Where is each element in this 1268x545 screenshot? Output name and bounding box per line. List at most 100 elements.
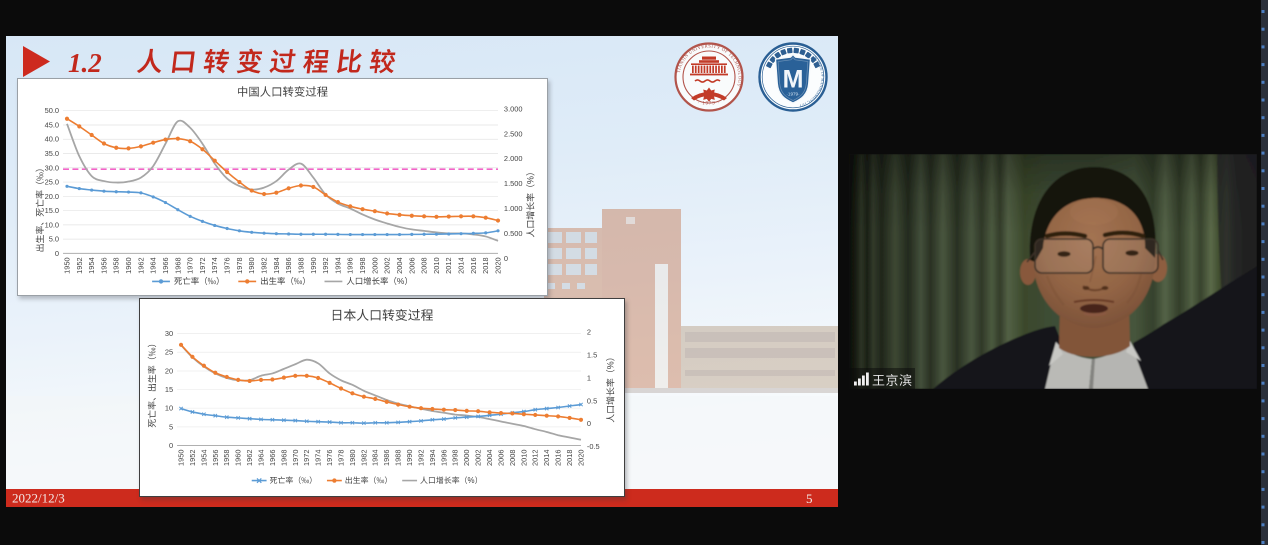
- svg-text:1982: 1982: [260, 257, 269, 274]
- svg-text:1974: 1974: [314, 449, 323, 465]
- svg-text:1978: 1978: [336, 449, 345, 465]
- svg-text:2014: 2014: [542, 449, 551, 465]
- svg-text:1976: 1976: [325, 449, 334, 465]
- svg-text:1964: 1964: [149, 257, 158, 274]
- svg-text:1968: 1968: [173, 257, 182, 274]
- svg-text:1966: 1966: [268, 449, 277, 465]
- svg-text:20: 20: [165, 366, 173, 375]
- svg-text:2.500: 2.500: [504, 129, 523, 138]
- svg-text:1980: 1980: [348, 449, 357, 465]
- svg-text:1958: 1958: [222, 449, 231, 465]
- svg-text:1950: 1950: [177, 449, 186, 465]
- svg-text:2000: 2000: [370, 257, 379, 274]
- svg-text:1976: 1976: [223, 257, 232, 274]
- svg-text:1984: 1984: [371, 449, 380, 465]
- svg-text:2014: 2014: [457, 257, 466, 274]
- svg-text:30: 30: [165, 329, 173, 338]
- svg-text:1950: 1950: [62, 257, 71, 274]
- svg-text:5: 5: [806, 491, 813, 506]
- svg-text:1958: 1958: [112, 257, 121, 274]
- svg-text:%: %: [606, 361, 616, 369]
- svg-text:2008: 2008: [508, 449, 517, 465]
- svg-text:%: %: [397, 276, 405, 286]
- svg-text:%: %: [468, 476, 475, 485]
- svg-text:1: 1: [587, 373, 591, 382]
- svg-text:0.500: 0.500: [504, 229, 523, 238]
- svg-text:1954: 1954: [87, 257, 96, 274]
- svg-text:%: %: [526, 176, 536, 184]
- svg-text:45.0: 45.0: [45, 120, 59, 129]
- svg-text:2004: 2004: [485, 449, 494, 465]
- svg-text:0.5: 0.5: [587, 396, 597, 405]
- svg-text:1970: 1970: [291, 449, 300, 465]
- svg-text:· 1979 ·: · 1979 ·: [697, 102, 720, 107]
- svg-text:1988: 1988: [296, 257, 305, 274]
- svg-text:·1979·: ·1979·: [786, 92, 799, 97]
- svg-text:25.0: 25.0: [45, 178, 59, 187]
- svg-text:0: 0: [504, 254, 508, 263]
- svg-text:2016: 2016: [554, 449, 563, 465]
- svg-text:1992: 1992: [416, 449, 425, 465]
- svg-text:1974: 1974: [210, 257, 219, 274]
- svg-text:2012: 2012: [531, 449, 540, 465]
- svg-text:1.2: 1.2: [68, 48, 102, 78]
- svg-text:1984: 1984: [272, 257, 281, 274]
- svg-text:25: 25: [165, 348, 173, 357]
- svg-text:1990: 1990: [309, 257, 318, 274]
- svg-text:10: 10: [165, 404, 173, 413]
- svg-text:0: 0: [169, 441, 173, 450]
- svg-text:1964: 1964: [257, 449, 266, 465]
- svg-text:1970: 1970: [186, 257, 195, 274]
- svg-text:0: 0: [587, 419, 591, 428]
- svg-text:1968: 1968: [279, 449, 288, 465]
- svg-text:1960: 1960: [234, 449, 243, 465]
- svg-text:2002: 2002: [474, 449, 483, 465]
- svg-text:1996: 1996: [346, 257, 355, 274]
- svg-text:30.0: 30.0: [45, 163, 59, 172]
- svg-text:M: M: [783, 66, 804, 94]
- svg-text:2022/12/3: 2022/12/3: [12, 491, 65, 506]
- svg-text:1994: 1994: [333, 257, 342, 274]
- svg-text:1956: 1956: [99, 257, 108, 274]
- svg-text:1962: 1962: [136, 257, 145, 274]
- svg-text:0: 0: [55, 249, 59, 258]
- svg-text:1998: 1998: [451, 449, 460, 465]
- svg-text:15: 15: [165, 385, 173, 394]
- svg-text:1972: 1972: [302, 449, 311, 465]
- svg-text:2008: 2008: [420, 257, 429, 274]
- svg-text:1952: 1952: [188, 449, 197, 465]
- svg-text:2018: 2018: [565, 449, 574, 465]
- svg-text:1.500: 1.500: [504, 179, 523, 188]
- svg-text:1962: 1962: [245, 449, 254, 465]
- svg-text:1960: 1960: [124, 257, 133, 274]
- svg-text:1982: 1982: [359, 449, 368, 465]
- svg-text:50.0: 50.0: [45, 106, 59, 115]
- svg-text:1956: 1956: [211, 449, 220, 465]
- svg-text:1972: 1972: [198, 257, 207, 274]
- svg-text:2020: 2020: [493, 257, 502, 274]
- svg-text:2010: 2010: [519, 449, 528, 465]
- svg-text:2000: 2000: [462, 449, 471, 465]
- svg-text:2: 2: [587, 328, 591, 337]
- svg-text:1954: 1954: [199, 449, 208, 465]
- svg-text:3.000: 3.000: [504, 104, 523, 113]
- svg-text:20.0: 20.0: [45, 192, 59, 201]
- svg-text:1998: 1998: [358, 257, 367, 274]
- svg-text:2004: 2004: [395, 257, 404, 274]
- svg-text:1996: 1996: [439, 449, 448, 465]
- svg-text:2006: 2006: [407, 257, 416, 274]
- svg-text:15.0: 15.0: [45, 206, 59, 215]
- svg-text:2002: 2002: [383, 257, 392, 274]
- svg-text:2010: 2010: [432, 257, 441, 274]
- svg-text:2020: 2020: [576, 449, 585, 465]
- svg-text:1.000: 1.000: [504, 204, 523, 213]
- svg-text:5: 5: [169, 422, 173, 431]
- svg-text:1952: 1952: [75, 257, 84, 274]
- svg-text:2006: 2006: [496, 449, 505, 465]
- svg-text:1988: 1988: [394, 449, 403, 465]
- svg-text:1980: 1980: [247, 257, 256, 274]
- svg-text:2018: 2018: [481, 257, 490, 274]
- svg-text:1986: 1986: [382, 449, 391, 465]
- svg-text:1994: 1994: [428, 449, 437, 465]
- svg-text:1.5: 1.5: [587, 351, 597, 360]
